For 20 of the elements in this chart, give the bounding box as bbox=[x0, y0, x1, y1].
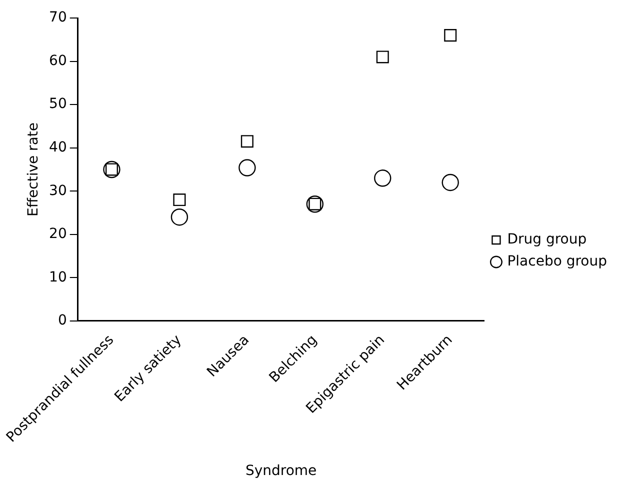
y-tick-label: 0 bbox=[58, 312, 67, 329]
point bbox=[376, 50, 389, 64]
y-tick-label: 40 bbox=[49, 139, 67, 156]
point bbox=[442, 174, 459, 192]
point bbox=[444, 29, 457, 42]
y-axis-title: Effective rate bbox=[25, 122, 42, 216]
y-tick-label: 60 bbox=[49, 52, 67, 69]
legend-label: Placebo group bbox=[507, 254, 608, 270]
y-tick-label: 70 bbox=[49, 10, 67, 26]
x-axis-title: Syndrome bbox=[245, 463, 317, 480]
y-tick-label: 30 bbox=[49, 182, 67, 199]
point bbox=[240, 135, 254, 148]
y-tick-label: 10 bbox=[49, 269, 67, 286]
point bbox=[170, 208, 188, 226]
point bbox=[374, 170, 392, 187]
legend-label: Drug group bbox=[507, 232, 587, 248]
y-tick-label: 20 bbox=[49, 226, 67, 242]
point bbox=[173, 194, 186, 206]
point bbox=[238, 159, 256, 176]
y-tick-label: 50 bbox=[49, 96, 67, 112]
